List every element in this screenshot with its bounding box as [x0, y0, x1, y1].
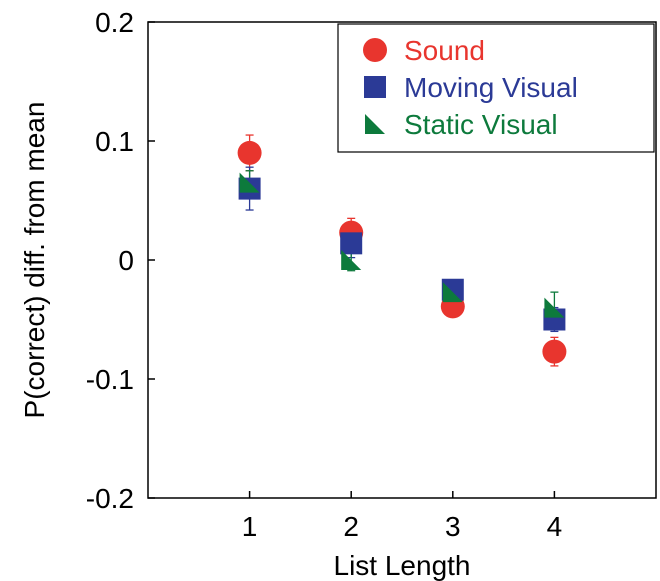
sound-point: [237, 140, 262, 165]
sound-point: [542, 339, 567, 364]
sound-legend-marker: [363, 38, 387, 62]
moving-visual-legend-marker: [364, 76, 386, 98]
axis-ticks: 1 2 3 4 0.2 0.1 0 -0.1 -0.2: [86, 7, 562, 542]
static-visual-point: [442, 282, 463, 303]
y-tick-label: 0.2: [95, 7, 134, 38]
y-tick-label: 0.1: [95, 126, 134, 157]
y-axis-title: P(correct) diff. from mean: [19, 102, 50, 419]
moving-visual-point: [340, 232, 363, 255]
static-visual-legend-marker: [365, 114, 385, 134]
static-visual-legend-label: Static Visual: [404, 109, 558, 140]
error-bars: [245, 134, 559, 367]
sound-legend-label: Sound: [404, 35, 485, 66]
static-visual-point: [341, 250, 362, 270]
x-tick-label: 2: [343, 511, 359, 542]
data-points: [237, 140, 567, 364]
legend-box: [337, 23, 655, 153]
x-axis-title: List Length: [334, 550, 471, 581]
y-tick-label: -0.1: [86, 364, 134, 395]
x-tick-label: 1: [242, 511, 258, 542]
x-tick-label: 3: [445, 511, 461, 542]
legend: Sound Moving Visual Static Visual: [337, 23, 655, 153]
x-tick-label: 4: [547, 511, 563, 542]
y-tick-label: 0: [118, 245, 134, 276]
static-visual-point: [544, 297, 565, 318]
y-tick-label: -0.2: [86, 483, 134, 514]
static-visual-point: [239, 172, 260, 193]
moving-visual-legend-label: Moving Visual: [404, 72, 578, 103]
